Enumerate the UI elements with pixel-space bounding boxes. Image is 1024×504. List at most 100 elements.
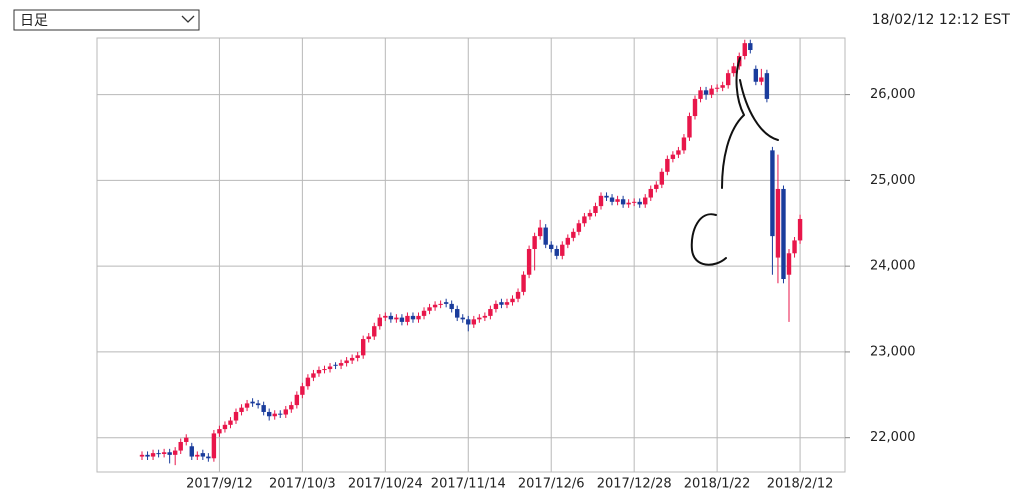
period-dropdown[interactable] — [13, 9, 200, 31]
x-tick-label: 2017/10/24 — [348, 477, 423, 492]
handwritten-stroke — [721, 57, 779, 189]
candle-body — [643, 197, 648, 205]
candle-body — [311, 373, 316, 378]
candle-body — [654, 184, 659, 189]
candle-body — [576, 223, 582, 232]
candle-body — [670, 154, 676, 159]
candle-body — [543, 227, 548, 245]
candle-body — [206, 456, 211, 459]
candle-body — [217, 429, 222, 434]
candle-body — [631, 201, 637, 203]
candle-body — [615, 199, 620, 202]
candle-body — [178, 441, 183, 451]
dropdown-chevron[interactable] — [181, 15, 195, 23]
candle-body — [759, 77, 764, 82]
candle-body — [587, 212, 593, 217]
candle-body — [383, 315, 388, 318]
candle-body — [300, 386, 305, 395]
candle-body — [195, 454, 200, 457]
candle-body — [510, 298, 515, 303]
candle-body — [731, 66, 736, 74]
candle-body — [504, 302, 510, 305]
candle-body — [416, 315, 421, 320]
candle-body — [377, 317, 382, 327]
candle-body — [775, 188, 781, 258]
candle-body — [598, 195, 604, 207]
plot-frame — [96, 37, 846, 473]
y-tick-label: 23,000 — [870, 344, 916, 359]
candle-body — [327, 366, 333, 370]
candle-body — [770, 150, 775, 237]
candle-body — [172, 450, 178, 455]
candle-body — [609, 197, 615, 202]
candle-body — [388, 315, 394, 320]
candle-body — [366, 336, 371, 340]
candle-body — [537, 227, 543, 237]
candle-body — [565, 237, 571, 245]
candle-body — [272, 413, 277, 417]
candle-body — [532, 236, 537, 249]
candle-body — [355, 355, 360, 358]
candle-body — [554, 248, 559, 256]
candle-body — [200, 453, 206, 457]
candle-body — [438, 303, 443, 305]
candle-body — [322, 369, 327, 371]
candle-body — [764, 73, 770, 99]
candle-body — [145, 454, 150, 457]
candle-body — [294, 394, 300, 406]
x-tick-label: 2018/2/12 — [767, 477, 834, 492]
candle-body — [687, 116, 692, 138]
candle-body — [372, 326, 377, 337]
candle-body — [753, 68, 759, 82]
candle-body — [659, 171, 665, 185]
candle-body — [305, 377, 311, 387]
x-tick-label: 2017/9/12 — [186, 477, 253, 492]
timestamp: 18/02/12 12:12 EST — [872, 12, 1011, 28]
candle-body — [427, 307, 432, 311]
candle-body — [405, 315, 410, 322]
candle-body — [250, 401, 255, 404]
candle-body — [797, 218, 803, 241]
candle-body — [239, 407, 244, 412]
candle-body — [316, 369, 322, 374]
candle-body — [361, 339, 366, 356]
candle-body — [349, 357, 355, 361]
candle-body — [709, 88, 714, 95]
candle-body — [189, 446, 194, 457]
candle-body — [720, 85, 725, 88]
candle-body — [725, 73, 731, 86]
candle-body — [289, 405, 294, 410]
candle-body — [521, 274, 526, 292]
candle-body — [692, 98, 698, 117]
candle-body — [443, 302, 449, 304]
candle-body — [338, 363, 344, 366]
candle-body — [244, 403, 250, 408]
candle-body — [665, 158, 670, 172]
candle-body — [626, 202, 631, 205]
candle-body — [399, 317, 405, 322]
candle-body — [228, 420, 233, 425]
y-tick-label: 24,000 — [870, 259, 916, 274]
candle-body — [698, 90, 703, 99]
candle-body — [681, 137, 687, 151]
candle-body — [278, 413, 283, 415]
candle-body — [261, 405, 266, 412]
candle-body — [167, 452, 172, 455]
candle-body — [421, 310, 427, 316]
candle-body — [233, 411, 239, 421]
candle-body — [184, 437, 189, 442]
candle-body — [748, 43, 753, 51]
candle-body — [792, 240, 797, 254]
candle-body — [283, 409, 288, 415]
candle-body — [394, 317, 399, 320]
candle-body — [222, 424, 228, 430]
candle-body — [255, 403, 261, 406]
candle-body — [211, 433, 217, 459]
candle-body — [139, 454, 145, 457]
period-select[interactable]: 日足 — [20, 13, 48, 29]
y-tick-label: 22,000 — [870, 430, 916, 445]
candle-body — [499, 302, 504, 305]
candle-body — [150, 453, 156, 457]
